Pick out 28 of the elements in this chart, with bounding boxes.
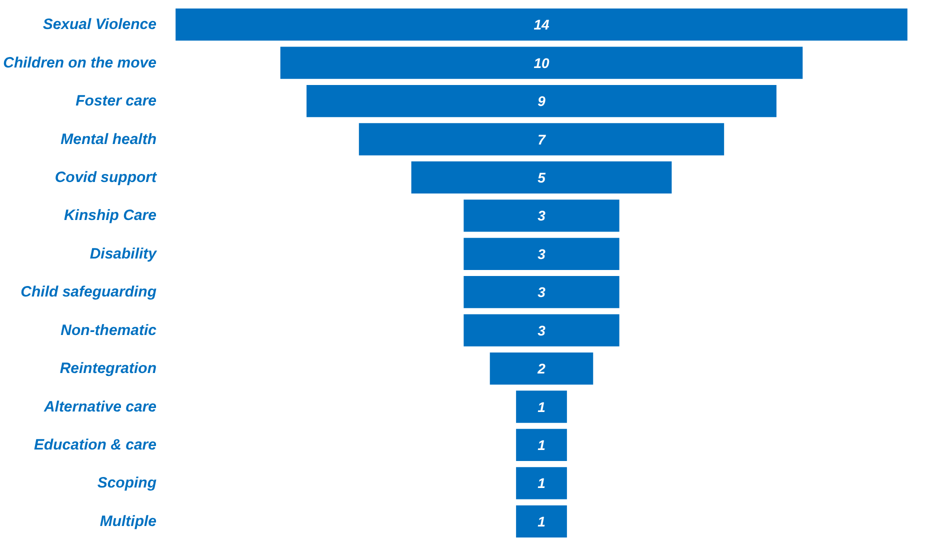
category-label: Non-thematic <box>60 322 158 339</box>
category-label: Disability <box>90 245 158 262</box>
category-label: Sexual Violence <box>42 16 157 34</box>
category-label: Scoping <box>97 474 157 492</box>
category-label: Foster care <box>76 92 156 110</box>
data-label: 1 <box>538 475 546 492</box>
category-label: Kinship Care <box>64 207 157 224</box>
category-label: Alternative care <box>42 398 157 416</box>
data-label: 9 <box>538 93 546 110</box>
data-label: 1 <box>538 513 546 530</box>
data-label: 2 <box>536 360 546 377</box>
data-label: 10 <box>534 54 550 71</box>
category-label: Education & care <box>34 436 157 454</box>
data-label: 3 <box>538 322 546 338</box>
category-label: Multiple <box>100 512 157 530</box>
category-label: Covid support <box>54 168 158 186</box>
category-label: Children on the move <box>3 54 157 72</box>
data-label: 5 <box>538 169 546 186</box>
data-label: 3 <box>538 246 546 262</box>
category-label: Child safeguarding <box>20 284 156 301</box>
data-label: 14 <box>534 16 550 33</box>
data-label: 3 <box>538 284 546 300</box>
data-label: 1 <box>538 398 546 415</box>
category-label: Reintegration <box>60 360 157 378</box>
data-label: 3 <box>538 208 546 224</box>
data-label: 1 <box>538 436 546 453</box>
category-label: Mental health <box>60 130 157 148</box>
data-label: 7 <box>538 131 547 148</box>
